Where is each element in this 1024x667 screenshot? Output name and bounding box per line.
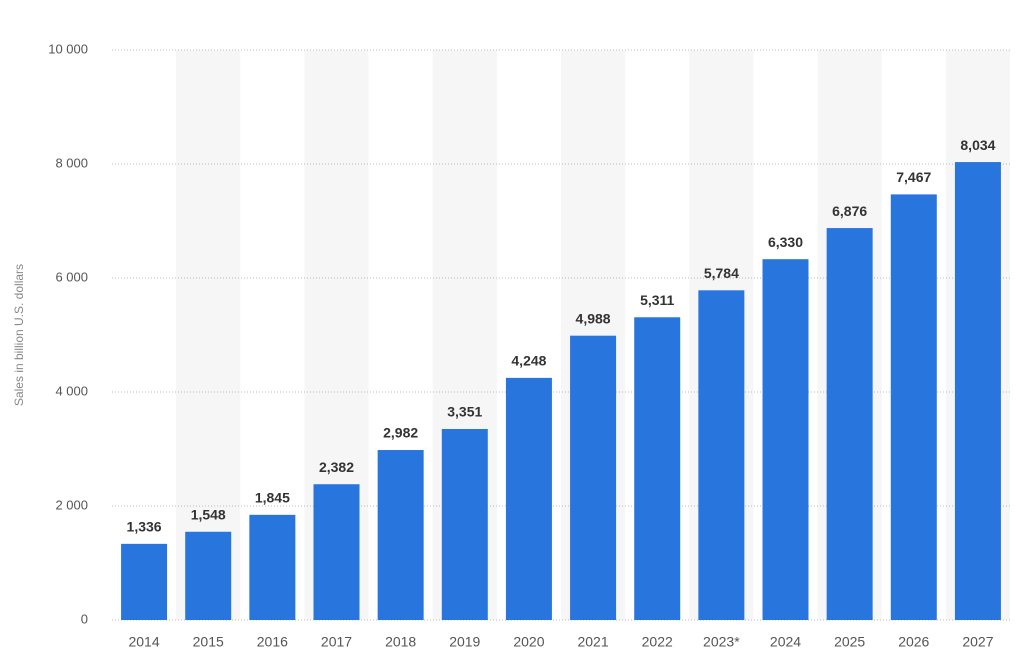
value-label: 3,351 bbox=[447, 404, 482, 420]
x-tick-label: 2016 bbox=[257, 634, 288, 650]
x-tick-label: 2015 bbox=[193, 634, 224, 650]
y-axis-label: Sales in billion U.S. dollars bbox=[12, 264, 26, 406]
stripe bbox=[176, 50, 241, 620]
bar bbox=[377, 450, 424, 620]
value-label: 1,548 bbox=[191, 506, 226, 522]
x-tick-label: 2020 bbox=[513, 634, 544, 650]
x-tick-label: 2027 bbox=[962, 634, 993, 650]
y-tick-label: 6 000 bbox=[55, 269, 88, 284]
bar bbox=[313, 484, 360, 620]
x-tick-label: 2022 bbox=[642, 634, 673, 650]
x-tick-label: 2019 bbox=[449, 634, 480, 650]
bar bbox=[185, 531, 232, 620]
value-label: 6,876 bbox=[832, 203, 867, 219]
value-label: 5,784 bbox=[704, 265, 739, 281]
value-label: 4,248 bbox=[511, 353, 546, 369]
bar bbox=[890, 194, 937, 621]
x-tick-label: 2023* bbox=[703, 634, 740, 650]
value-label: 1,336 bbox=[127, 519, 162, 535]
value-label: 4,988 bbox=[576, 310, 611, 326]
bar bbox=[698, 290, 745, 620]
bar bbox=[441, 428, 488, 620]
value-label: 1,845 bbox=[255, 490, 290, 506]
value-label: 8,034 bbox=[960, 137, 995, 153]
bar bbox=[762, 259, 809, 620]
x-tick-label: 2021 bbox=[577, 634, 608, 650]
x-tick-label: 2026 bbox=[898, 634, 929, 650]
value-label: 2,982 bbox=[383, 425, 418, 441]
y-tick-label: 0 bbox=[81, 611, 88, 626]
value-label: 2,382 bbox=[319, 459, 354, 475]
x-tick-label: 2025 bbox=[834, 634, 865, 650]
x-tick-label: 2018 bbox=[385, 634, 416, 650]
bar bbox=[826, 228, 873, 620]
y-tick-label: 2 000 bbox=[55, 497, 88, 512]
bar bbox=[249, 514, 296, 620]
y-tick-label: 4 000 bbox=[55, 383, 88, 398]
value-label: 5,311 bbox=[640, 292, 674, 308]
y-tick-label: 8 000 bbox=[55, 155, 88, 170]
value-label: 7,467 bbox=[896, 169, 931, 185]
bar bbox=[634, 317, 681, 620]
bar bbox=[121, 543, 168, 620]
y-tick-label: 10 000 bbox=[48, 41, 88, 56]
value-label: 6,330 bbox=[768, 234, 803, 250]
x-tick-label: 2017 bbox=[321, 634, 352, 650]
bar bbox=[954, 162, 1001, 620]
x-tick-label: 2024 bbox=[770, 634, 801, 650]
x-tick-label: 2014 bbox=[128, 634, 159, 650]
bar bbox=[505, 377, 552, 620]
bar bbox=[570, 335, 617, 620]
